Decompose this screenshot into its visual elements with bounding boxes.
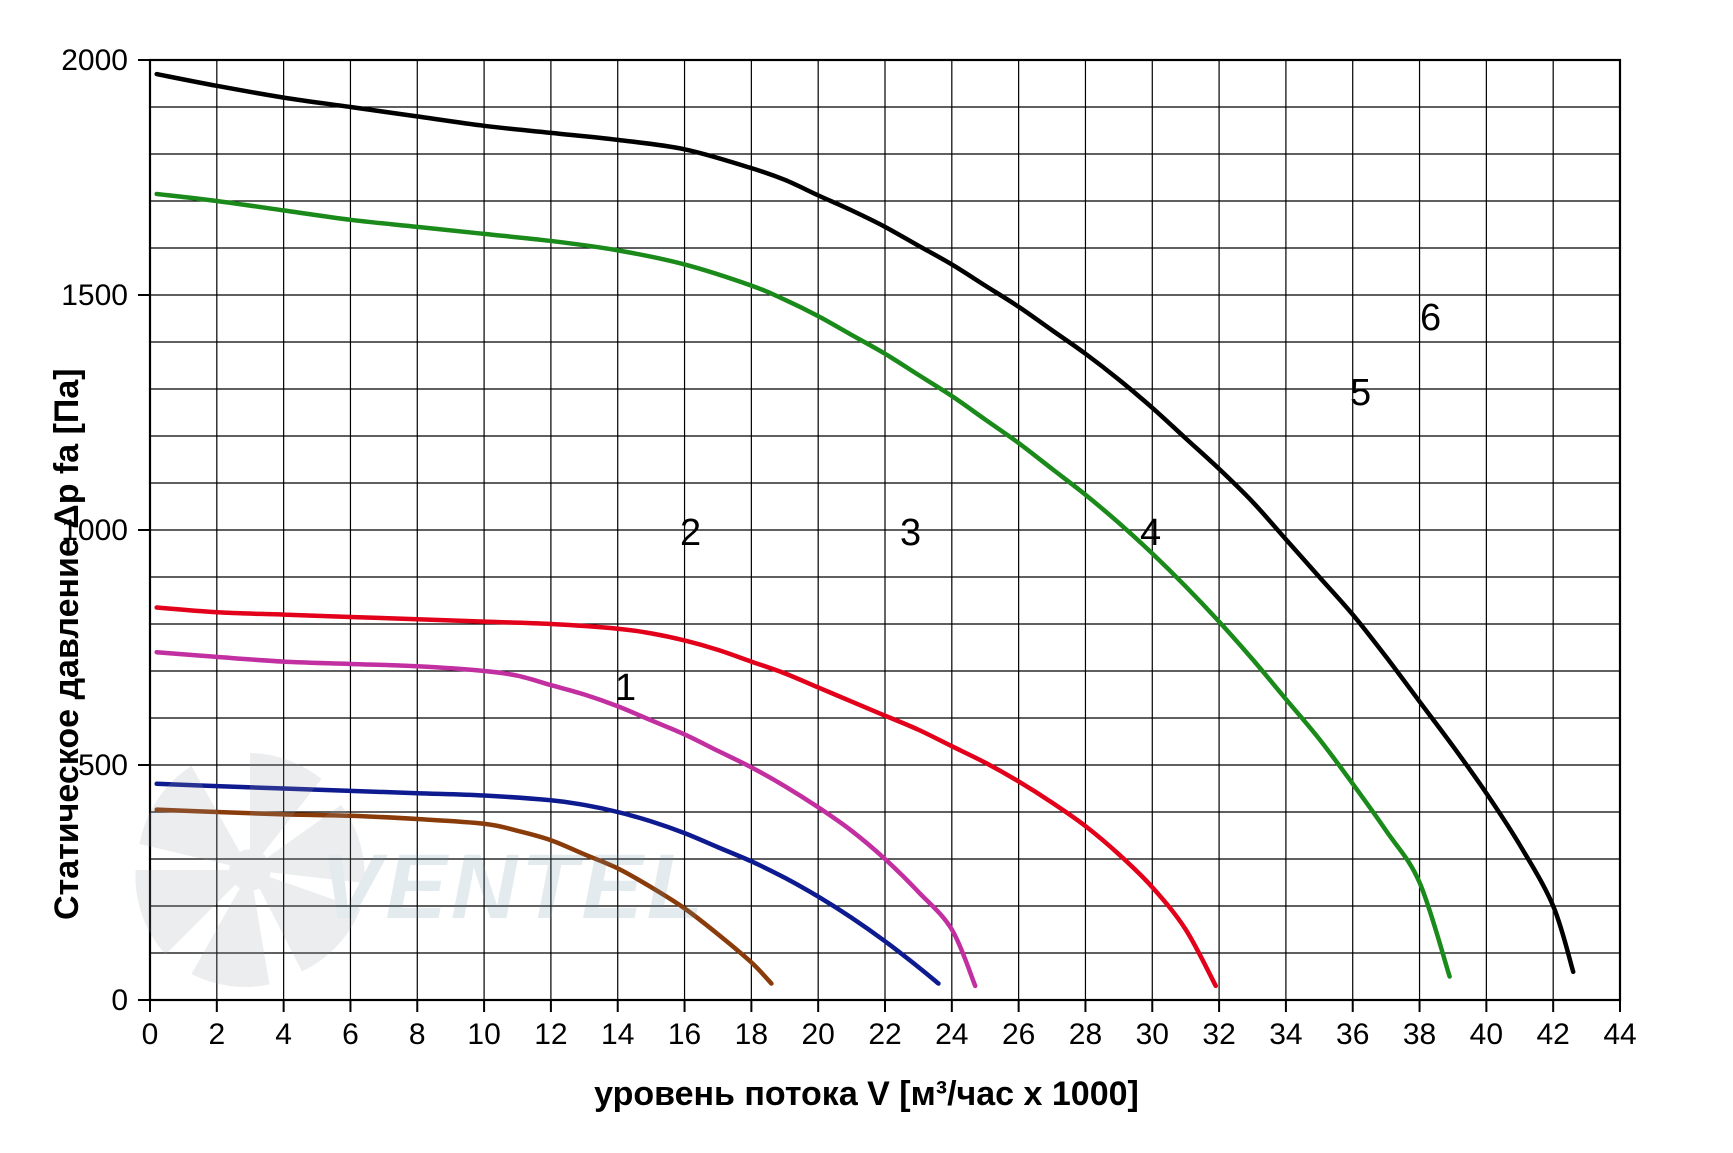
curve-label-4: 4 (1140, 512, 1161, 554)
x-tick-label: 30 (1136, 1018, 1169, 1051)
x-axis-title: уровень потока V [м³/час x 1000] (0, 1075, 1733, 1114)
x-tick-label: 36 (1336, 1018, 1369, 1051)
chart-svg: 0246810121416182022242628303234363840424… (0, 0, 1733, 1153)
x-tick-label: 42 (1536, 1018, 1569, 1051)
x-tick-label: 32 (1202, 1018, 1235, 1051)
curve-label-3: 3 (900, 512, 921, 554)
x-tick-label: 38 (1403, 1018, 1436, 1051)
x-tick-label: 26 (1002, 1018, 1035, 1051)
x-tick-label: 34 (1269, 1018, 1302, 1051)
curve-label-1: 1 (615, 667, 636, 709)
x-tick-label: 8 (409, 1018, 426, 1051)
y-tick-label: 1500 (61, 279, 128, 312)
x-tick-label: 18 (735, 1018, 768, 1051)
y-tick-label: 0 (111, 984, 128, 1017)
curve-6 (157, 74, 1574, 972)
x-tick-label: 24 (935, 1018, 968, 1051)
x-tick-label: 20 (801, 1018, 834, 1051)
y-axis-title: Статическое давление Δp fa [Па] (48, 368, 87, 920)
x-tick-label: 14 (601, 1018, 634, 1051)
x-tick-label: 28 (1069, 1018, 1102, 1051)
y-tick-label: 2000 (61, 44, 128, 77)
x-tick-label: 6 (342, 1018, 359, 1051)
curve-label-6: 6 (1420, 297, 1441, 339)
x-tick-label: 4 (275, 1018, 292, 1051)
chart-container: Ventel Статическое давление Δp fa [Па] у… (0, 0, 1733, 1153)
curve-label-2: 2 (680, 512, 701, 554)
x-tick-label: 10 (467, 1018, 500, 1051)
x-tick-label: 2 (208, 1018, 225, 1051)
x-tick-label: 40 (1470, 1018, 1503, 1051)
x-tick-label: 0 (142, 1018, 159, 1051)
curve-label-5: 5 (1350, 372, 1371, 414)
x-tick-label: 16 (668, 1018, 701, 1051)
x-tick-label: 44 (1603, 1018, 1636, 1051)
curve-1 (157, 810, 772, 984)
x-tick-label: 12 (534, 1018, 567, 1051)
x-tick-label: 22 (868, 1018, 901, 1051)
